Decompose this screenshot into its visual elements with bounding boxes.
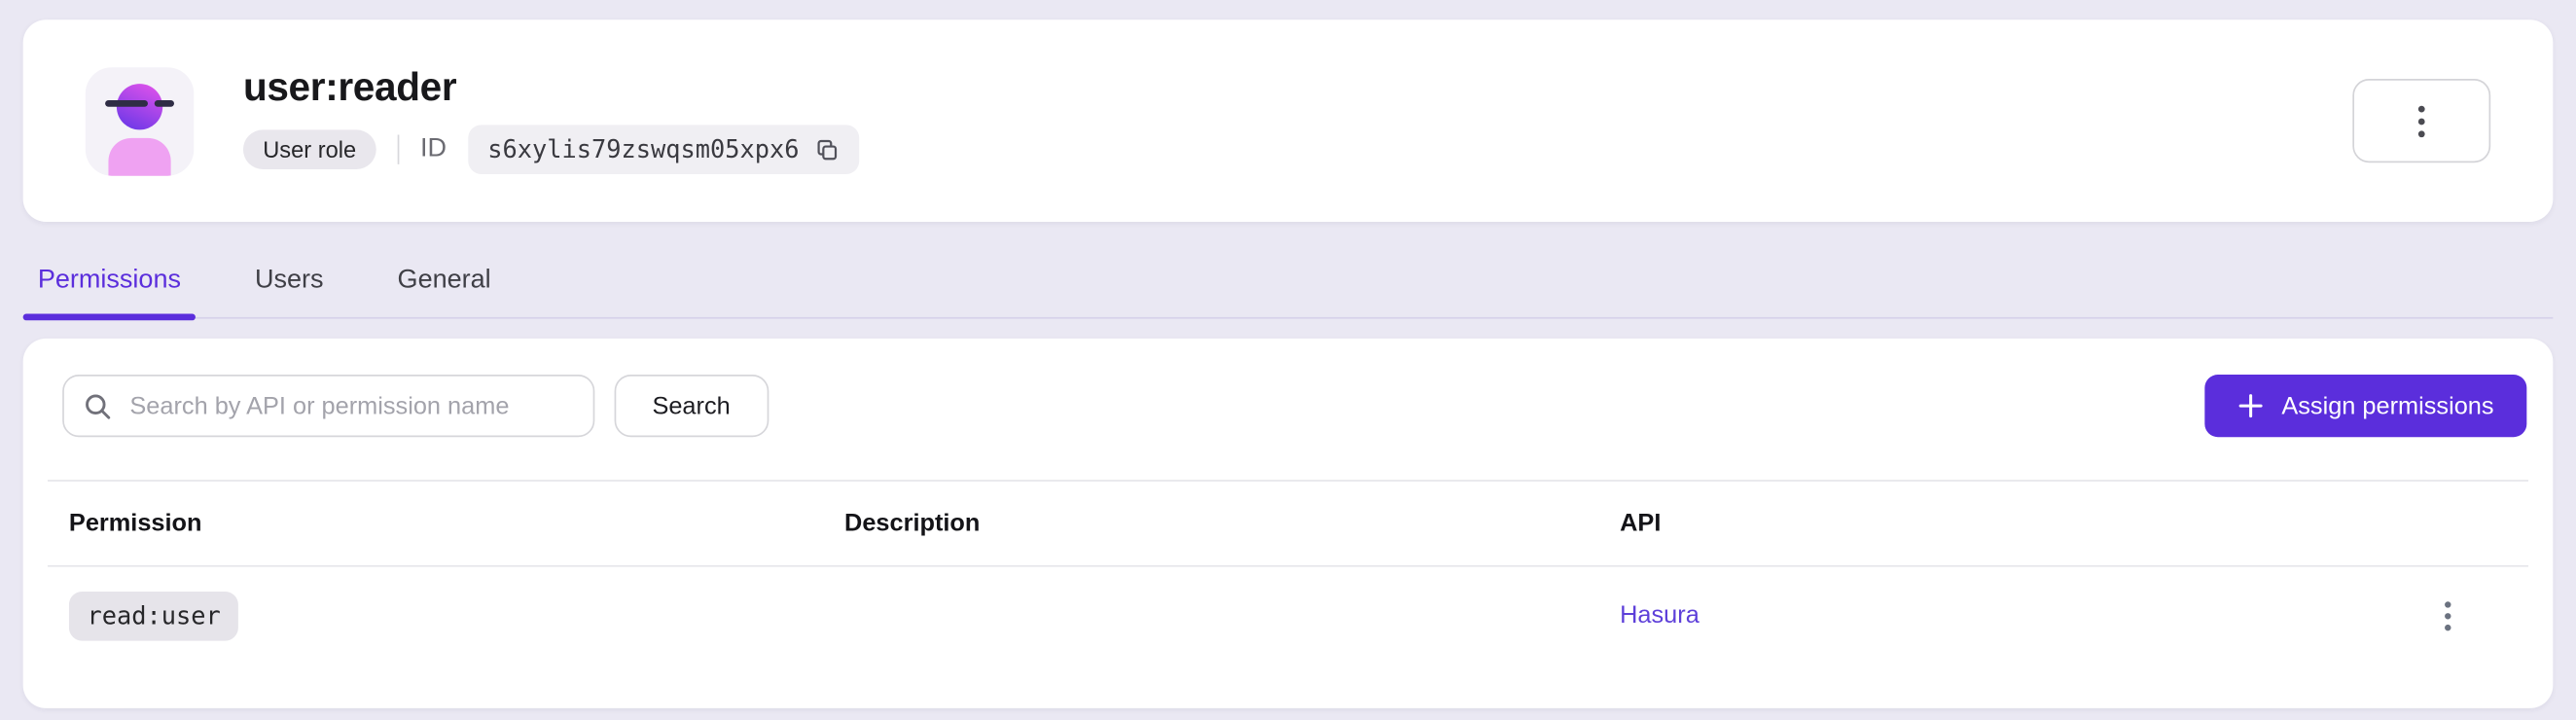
kebab-menu-icon (2438, 599, 2457, 632)
role-id-chip[interactable]: s6xylis79zswqsm05xpx6 (467, 125, 860, 175)
copy-icon[interactable] (815, 137, 840, 162)
search-box[interactable] (62, 375, 595, 438)
search-button[interactable]: Search (614, 375, 769, 438)
table-header-divider (47, 564, 2529, 567)
search-input[interactable] (126, 390, 574, 422)
meta-divider (397, 134, 400, 165)
page-title: user:reader (242, 65, 457, 110)
toolbar-divider (47, 480, 2529, 482)
api-cell: Hasura (1620, 601, 2369, 630)
column-header-permission: Permission (68, 509, 202, 538)
search-icon (84, 392, 112, 420)
id-label: ID (419, 134, 447, 163)
assign-permissions-button[interactable]: Assign permissions (2203, 375, 2527, 438)
avatar-glasses-shape (105, 99, 148, 106)
tab-bar: Permissions Users General (22, 260, 2554, 321)
tab-general[interactable]: General (397, 266, 491, 295)
tab-permissions[interactable]: Permissions (22, 260, 197, 321)
permission-name-chip: read:user (68, 591, 239, 641)
role-header-card: user:reader User role ID s6xylis79zswqsm… (22, 19, 2554, 222)
role-meta-row: User role ID s6xylis79zswqsm05xpx6 (242, 125, 860, 175)
tab-bar-divider (22, 316, 2554, 319)
role-header-text: user:reader User role ID s6xylis79zswqsm… (242, 65, 860, 175)
row-actions-menu-button[interactable] (2420, 589, 2476, 644)
tab-users[interactable]: Users (254, 266, 324, 295)
kebab-menu-icon (2410, 103, 2433, 139)
role-avatar (85, 66, 195, 175)
avatar-body-shape (108, 137, 171, 175)
table-row: read:user Hasura (23, 567, 2554, 666)
column-header-description: Description (844, 509, 981, 538)
role-actions-menu-button[interactable] (2352, 79, 2491, 163)
role-type-badge: User role (242, 129, 376, 170)
permissions-toolbar: Search Assign permissions (23, 375, 2554, 438)
assign-permissions-label: Assign permissions (2281, 391, 2494, 420)
column-header-api: API (1620, 509, 1662, 538)
permission-cell: read:user (68, 591, 844, 641)
permissions-panel: Search Assign permissions Permission Des… (22, 338, 2554, 708)
avatar-glasses-shape (154, 99, 175, 106)
plus-icon (2237, 393, 2264, 419)
avatar-head-shape (116, 83, 163, 129)
role-id-value: s6xylis79zswqsm05xpx6 (487, 134, 800, 165)
api-link[interactable]: Hasura (1620, 601, 1699, 630)
table-header-row: Permission Description API (23, 482, 2554, 565)
